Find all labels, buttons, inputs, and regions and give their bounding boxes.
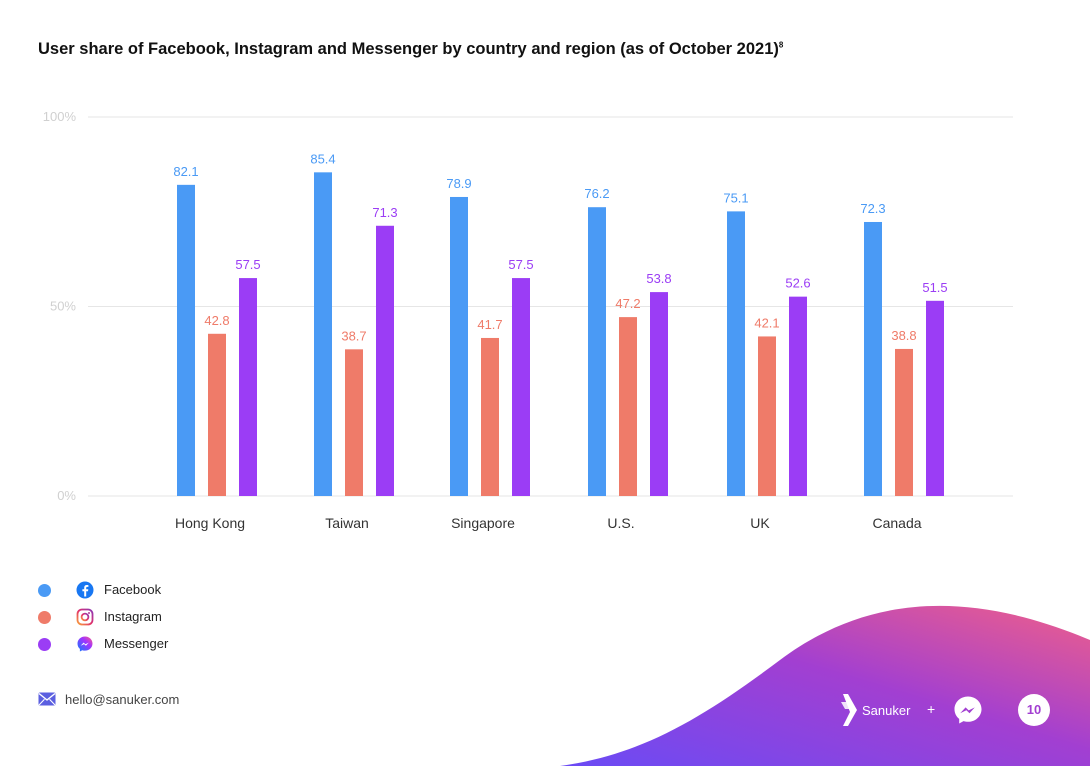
- data-label: 51.5: [922, 280, 947, 295]
- bar-instagram-1: [208, 333, 226, 496]
- mail-icon: [38, 692, 56, 706]
- footer-email[interactable]: hello@sanuker.com: [38, 690, 258, 710]
- bar-messenger-3: [512, 278, 530, 496]
- messenger-icon: [77, 636, 93, 652]
- data-label: 38.7: [341, 328, 366, 343]
- y-tick-label: 0%: [57, 488, 76, 503]
- data-label: 72.3: [860, 201, 885, 216]
- email-link[interactable]: hello@sanuker.com: [65, 692, 180, 707]
- bar-instagram-3: [481, 337, 499, 496]
- bar-instagram-6: [895, 348, 913, 496]
- data-label: 42.8: [204, 313, 229, 328]
- data-label: 42.1: [754, 315, 779, 330]
- x-tick-label: U.S.: [607, 515, 634, 531]
- data-label: 57.5: [235, 257, 260, 272]
- brand-name: Sanuker: [862, 703, 911, 718]
- x-tick-label: Canada: [872, 515, 921, 531]
- bar-facebook-6: [864, 221, 882, 496]
- legend-label-facebook: Facebook: [104, 582, 162, 597]
- data-label: 85.4: [310, 151, 335, 166]
- x-tick-label: Taiwan: [325, 515, 369, 531]
- data-label: 78.9: [446, 176, 471, 191]
- bar-messenger-5: [789, 296, 807, 496]
- legend-label-messenger: Messenger: [104, 636, 169, 651]
- bar-facebook-2: [314, 172, 332, 497]
- legend-label-instagram: Instagram: [104, 609, 162, 624]
- bar-messenger-6: [926, 300, 944, 496]
- bar-messenger-1: [239, 278, 257, 496]
- messenger-logo-icon: [954, 696, 982, 724]
- sanuker-logo-icon: [841, 694, 857, 726]
- bar-facebook-4: [588, 207, 606, 496]
- data-label: 38.8: [891, 328, 916, 343]
- bar-instagram-5: [758, 336, 776, 496]
- bar-chart: 0% 50% 100% 82.1 42.8 57.5 Hong Kong 85.4 38.7 71…: [43, 109, 1013, 531]
- x-tick-label: UK: [750, 515, 770, 531]
- data-label: 41.7: [477, 317, 502, 332]
- bar-facebook-5: [727, 211, 745, 496]
- instagram-icon: [76, 608, 94, 626]
- legend-dot-messenger: [38, 638, 51, 651]
- bar-facebook-1: [177, 184, 195, 496]
- bar-instagram-4: [619, 317, 637, 496]
- data-label: 76.2: [584, 186, 609, 201]
- x-tick-label: Singapore: [451, 515, 515, 531]
- brand-footer: Sanuker + 10: [838, 692, 1078, 728]
- data-label: 75.1: [723, 190, 748, 205]
- bars-layer: [177, 172, 944, 497]
- title-footnote: 8: [778, 40, 784, 50]
- plus-sign: +: [927, 701, 936, 717]
- data-label: 57.5: [508, 257, 533, 272]
- data-label: 52.6: [785, 276, 810, 291]
- data-label: 53.8: [646, 271, 671, 286]
- legend-item-facebook: Facebook: [38, 580, 258, 600]
- data-label: 82.1: [173, 164, 198, 179]
- x-tick-label: Hong Kong: [175, 515, 245, 531]
- bar-facebook-3: [450, 196, 468, 496]
- bar-messenger-2: [376, 225, 394, 496]
- legend-dot-instagram: [38, 611, 51, 624]
- bar-instagram-2: [345, 349, 363, 496]
- legend-dot-facebook: [38, 584, 51, 597]
- page-title: User share of Facebook, Instagram and Me…: [38, 40, 784, 58]
- data-label: 47.2: [615, 296, 640, 311]
- data-label: 71.3: [372, 205, 397, 220]
- legend-item-instagram: Instagram: [38, 607, 258, 627]
- y-tick-label: 100%: [43, 109, 77, 124]
- labels-layer: 0% 50% 100% 82.1 42.8 57.5 Hong Kong 85.4 38.7 71…: [43, 109, 948, 531]
- bar-messenger-4: [650, 292, 668, 496]
- page-number: 10: [1018, 694, 1050, 726]
- y-tick-label: 50%: [50, 299, 76, 314]
- facebook-icon: [76, 581, 94, 599]
- legend-item-messenger: Messenger: [38, 634, 258, 654]
